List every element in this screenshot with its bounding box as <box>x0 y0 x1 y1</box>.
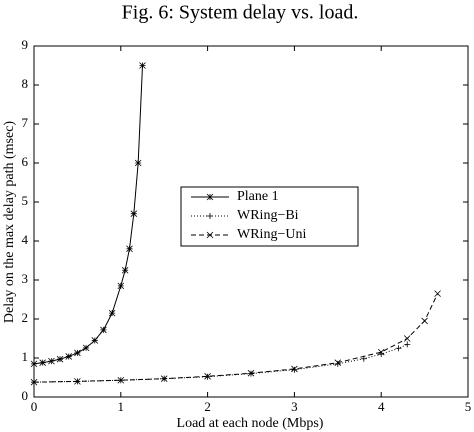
series-marker <box>421 317 428 325</box>
y-tick-label: 2 <box>22 310 29 325</box>
series-marker <box>403 335 411 342</box>
series-marker <box>130 210 138 217</box>
series-marker <box>91 337 99 344</box>
series-marker <box>39 359 46 366</box>
series-marker <box>334 359 342 366</box>
series-marker <box>139 62 146 69</box>
x-tick-label: 1 <box>118 399 125 414</box>
series-marker <box>247 369 255 377</box>
series-marker <box>134 159 142 167</box>
y-tick-label: 5 <box>22 193 29 208</box>
legend-marker <box>206 231 214 239</box>
series-marker <box>395 345 402 352</box>
legend-marker <box>206 193 214 201</box>
series-marker <box>204 373 211 380</box>
series-marker <box>121 266 129 274</box>
y-tick-label: 6 <box>22 154 29 169</box>
series-marker <box>434 290 441 297</box>
plot-frame <box>33 45 469 398</box>
series-marker <box>30 360 38 368</box>
series-marker <box>117 376 125 384</box>
series-marker <box>48 357 55 365</box>
chart-title: Fig. 6: System delay vs. load. <box>122 2 359 24</box>
series-marker <box>65 353 73 360</box>
x-tick-label: 5 <box>465 399 472 414</box>
y-tick-label: 7 <box>22 115 29 130</box>
y-tick-label: 3 <box>22 271 29 286</box>
y-tick-label: 8 <box>22 76 29 91</box>
series-marker <box>108 309 116 317</box>
series-marker <box>291 366 298 373</box>
series-marker <box>100 326 107 334</box>
legend-marker <box>207 213 213 219</box>
series-marker <box>404 341 411 348</box>
x-tick-label: 0 <box>31 399 38 414</box>
series-marker <box>377 348 385 356</box>
series-marker <box>30 378 38 386</box>
series-marker <box>74 349 81 357</box>
legend-label: WRing−Bi <box>237 208 299 223</box>
x-tick-label: 3 <box>291 399 298 414</box>
series-marker <box>126 245 133 253</box>
series-marker <box>82 344 90 352</box>
x-tick-label: 2 <box>204 399 211 414</box>
series-line <box>33 65 143 365</box>
series-marker <box>56 355 64 363</box>
y-tick-label: 1 <box>22 349 29 364</box>
y-tick-label: 4 <box>22 232 29 247</box>
series-marker <box>291 365 298 373</box>
x-tick-label: 4 <box>378 399 385 414</box>
legend-label: Plane 1 <box>237 189 279 204</box>
y-tick-label: 9 <box>22 37 29 52</box>
series-marker <box>334 360 341 367</box>
series-marker <box>74 378 81 385</box>
series-marker <box>117 282 125 290</box>
series-marker <box>160 375 168 382</box>
y-tick-label: 0 <box>22 388 29 403</box>
series-line <box>33 343 408 383</box>
x-axis-label: Load at each node (Mbps) <box>177 416 324 431</box>
y-axis-label: Delay on the max delay path (msec) <box>2 121 17 323</box>
legend-label: WRing−Uni <box>237 227 306 242</box>
